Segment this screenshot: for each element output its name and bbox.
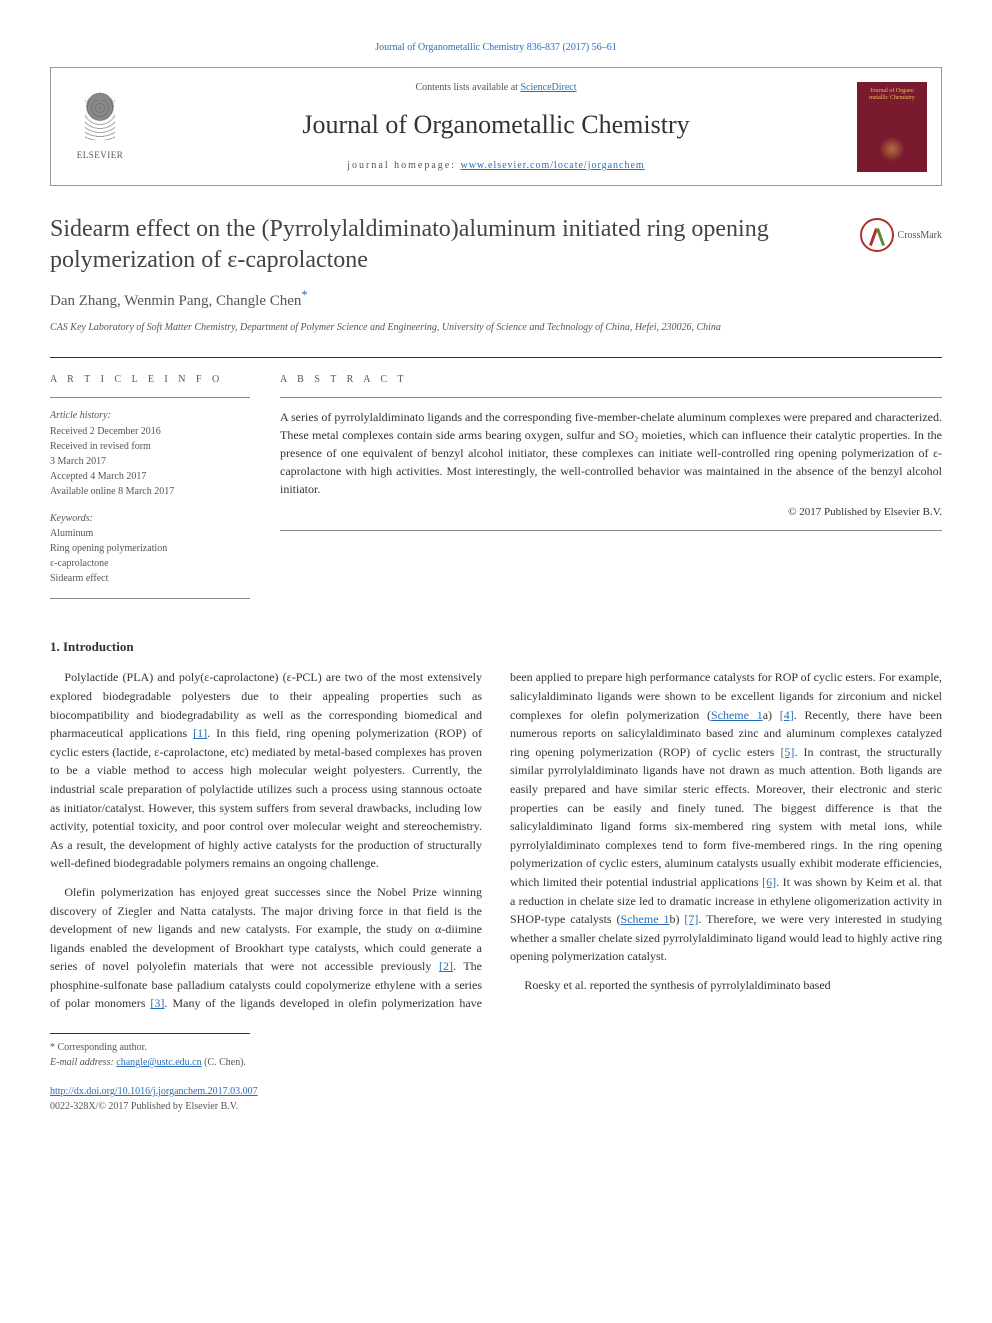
intro-heading: 1. Introduction xyxy=(50,637,942,657)
doi-link[interactable]: http://dx.doi.org/10.1016/j.jorganchem.2… xyxy=(50,1086,258,1097)
keyword: ε-caprolactone xyxy=(50,556,250,571)
date-line: 3 March 2017 xyxy=(50,454,250,469)
keyword: Ring opening polymerization xyxy=(50,541,250,556)
title-row: Sidearm effect on the (Pyrrolylaldiminat… xyxy=(50,214,942,276)
abstract-divider xyxy=(280,397,942,398)
date-line: Available online 8 March 2017 xyxy=(50,484,250,499)
sciencedirect-link[interactable]: ScienceDirect xyxy=(520,82,576,93)
ref-5[interactable]: [5] xyxy=(780,745,794,759)
affiliation: CAS Key Laboratory of Soft Matter Chemis… xyxy=(50,321,942,335)
p2f: . In contrast, the structurally similar … xyxy=(510,745,942,889)
email-line: E-mail address: changle@ustc.edu.cn (C. … xyxy=(50,1055,250,1070)
footer-corr: * Corresponding author. E-mail address: … xyxy=(50,1033,250,1070)
keyword: Sidearm effect xyxy=(50,571,250,586)
contents-prefix: Contents lists available at xyxy=(415,82,520,93)
ref-4[interactable]: [4] xyxy=(780,708,794,722)
scheme-1b-link[interactable]: Scheme 1 xyxy=(621,912,670,926)
article-info: A R T I C L E I N F O Article history: R… xyxy=(50,372,250,609)
keywords-list: Aluminum Ring opening polymerization ε-c… xyxy=(50,526,250,586)
ref-2[interactable]: [2] xyxy=(439,959,453,973)
keyword: Aluminum xyxy=(50,526,250,541)
info-divider-1 xyxy=(50,397,250,398)
body-columns: Polylactide (PLA) and poly(ε-caprolacton… xyxy=(50,668,942,1013)
article-info-heading: A R T I C L E I N F O xyxy=(50,372,250,387)
p3: Roesky et al. reported the synthesis of … xyxy=(524,978,830,992)
doi-block: http://dx.doi.org/10.1016/j.jorganchem.2… xyxy=(50,1084,942,1114)
abstract-heading: A B S T R A C T xyxy=(280,372,942,387)
journal-name: Journal of Organometallic Chemistry xyxy=(155,105,837,144)
homepage-line: journal homepage: www.elsevier.com/locat… xyxy=(155,158,837,173)
ref-1[interactable]: [1] xyxy=(193,726,207,740)
corr-author-label: * Corresponding author. xyxy=(50,1040,250,1055)
abstract: A B S T R A C T A series of pyrrolylaldi… xyxy=(280,372,942,609)
contents-line: Contents lists available at ScienceDirec… xyxy=(155,80,837,95)
elsevier-tree-icon xyxy=(75,90,125,145)
elsevier-label: ELSEVIER xyxy=(77,149,124,163)
ref-6[interactable]: [6] xyxy=(762,875,776,889)
history-dates: Received 2 December 2016 Received in rev… xyxy=(50,424,250,499)
abstract-text: A series of pyrrolylaldiminato ligands a… xyxy=(280,408,942,498)
homepage-prefix: journal homepage: xyxy=(347,160,460,171)
header-citation: Journal of Organometallic Chemistry 836-… xyxy=(50,40,942,55)
page: Journal of Organometallic Chemistry 836-… xyxy=(0,0,992,1154)
crossmark-icon xyxy=(860,218,894,252)
homepage-link[interactable]: www.elsevier.com/locate/jorganchem xyxy=(460,160,644,171)
author-corresponding: Changle Chen xyxy=(216,293,301,309)
authors: Dan Zhang, Wenmin Pang, Changle Chen* xyxy=(50,286,942,313)
info-block: Article history: Received 2 December 201… xyxy=(50,408,250,586)
elsevier-logo: ELSEVIER xyxy=(65,87,135,167)
authors-plain: Dan Zhang, Wenmin Pang, xyxy=(50,293,216,309)
top-divider xyxy=(50,357,942,358)
intro-p1: Polylactide (PLA) and poly(ε-caprolacton… xyxy=(50,668,482,873)
ref-7[interactable]: [7] xyxy=(684,912,698,926)
header-box: ELSEVIER Contents lists available at Sci… xyxy=(50,67,942,186)
keywords-label: Keywords: xyxy=(50,511,250,526)
crossmark-badge[interactable]: CrossMark xyxy=(860,218,942,252)
corr-marker: * xyxy=(301,288,307,302)
header-center: Contents lists available at ScienceDirec… xyxy=(135,80,857,173)
info-divider-2 xyxy=(50,598,250,599)
email-name: (C. Chen). xyxy=(202,1057,246,1068)
ref-3[interactable]: [3] xyxy=(150,996,164,1010)
p1b: . In this field, ring opening polymeriza… xyxy=(50,726,482,870)
crossmark-label: CrossMark xyxy=(898,228,942,243)
abstract-copyright: © 2017 Published by Elsevier B.V. xyxy=(280,504,942,521)
p2d: a) xyxy=(763,708,780,722)
p2h: b) xyxy=(669,912,684,926)
issn-line: 0022-328X/© 2017 Published by Elsevier B… xyxy=(50,1099,942,1114)
date-line: Received 2 December 2016 xyxy=(50,424,250,439)
journal-cover: Journal of Organo metallic Chemistry xyxy=(857,82,927,172)
date-line: Received in revised form xyxy=(50,439,250,454)
p2a: Olefin polymerization has enjoyed great … xyxy=(50,885,482,973)
email-label: E-mail address: xyxy=(50,1057,116,1068)
article-title: Sidearm effect on the (Pyrrolylaldiminat… xyxy=(50,214,844,276)
abstract-divider-2 xyxy=(280,530,942,531)
email-link[interactable]: changle@ustc.edu.cn xyxy=(116,1057,201,1068)
date-line: Accepted 4 March 2017 xyxy=(50,469,250,484)
history-label: Article history: xyxy=(50,408,250,423)
intro-p3: Roesky et al. reported the synthesis of … xyxy=(510,976,942,995)
scheme-1a-link[interactable]: Scheme 1 xyxy=(711,708,763,722)
info-abstract-row: A R T I C L E I N F O Article history: R… xyxy=(50,372,942,609)
